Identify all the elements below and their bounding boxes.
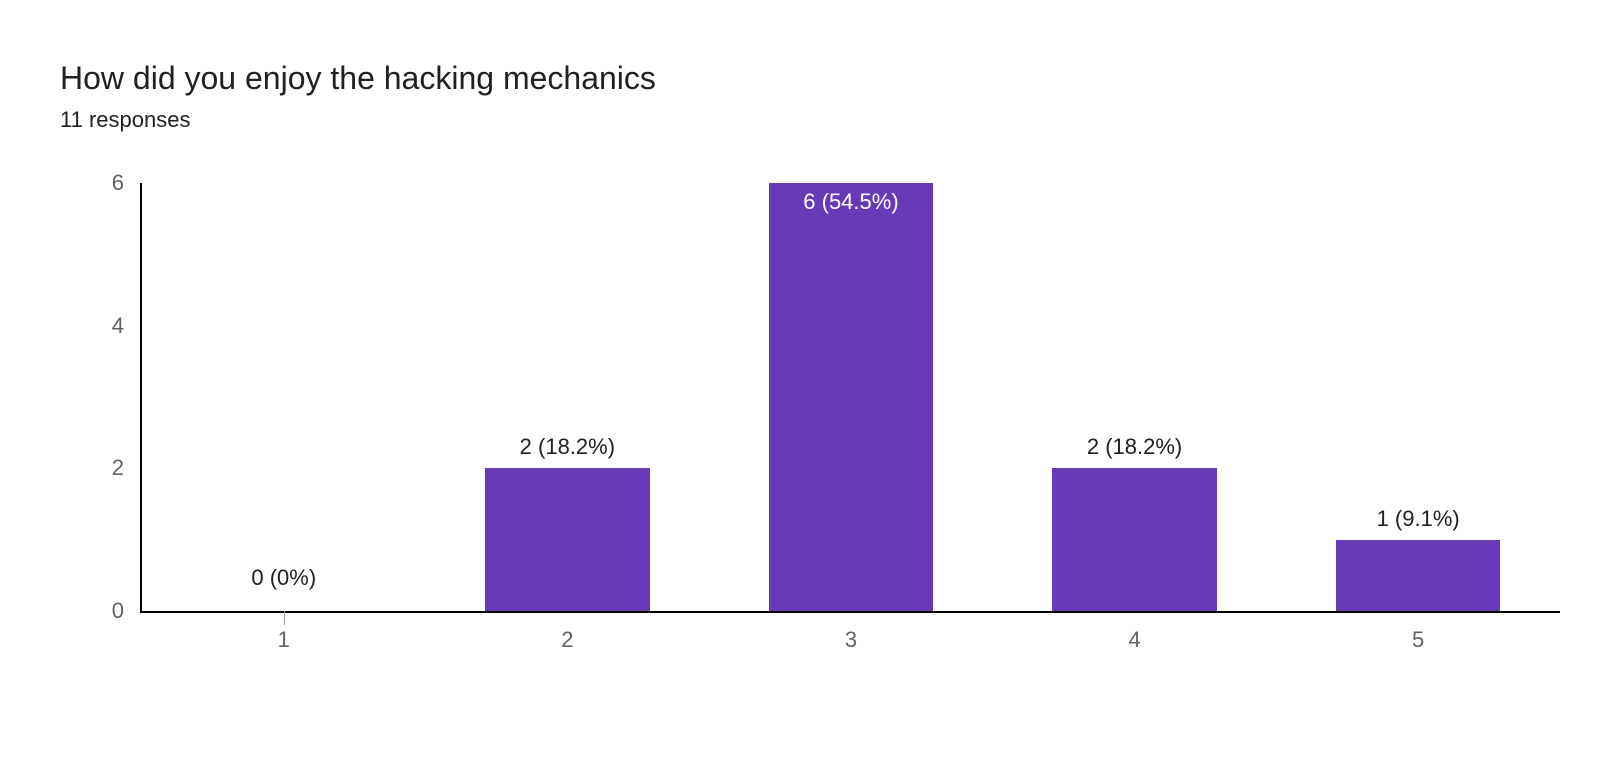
bars-group: 0 (0%)12 (18.2%)26 (54.5%)32 (18.2%)41 (… (142, 183, 1560, 611)
bar[interactable]: 6 (54.5%) (769, 183, 933, 611)
x-tick-label: 4 (1128, 627, 1140, 653)
x-tick-label: 3 (845, 627, 857, 653)
x-tick-label: 1 (278, 627, 290, 653)
bar-value-label: 0 (0%) (251, 565, 316, 591)
y-tick-label: 4 (112, 313, 142, 339)
x-tick-label: 5 (1412, 627, 1424, 653)
y-tick-label: 2 (112, 455, 142, 481)
zero-tick (284, 611, 285, 625)
bar[interactable]: 2 (18.2%) (1052, 468, 1216, 611)
bar-value-label: 2 (18.2%) (1087, 434, 1182, 460)
chart-title: How did you enjoy the hacking mechanics (60, 60, 1560, 97)
chart-subtitle: 11 responses (60, 107, 1560, 133)
bar[interactable]: 1 (9.1%) (1336, 540, 1500, 611)
y-tick-label: 0 (112, 598, 142, 624)
chart-wrap: 0 (0%)12 (18.2%)26 (54.5%)32 (18.2%)41 (… (80, 173, 1580, 673)
bar-slot: 0 (0%)1 (142, 183, 426, 611)
bar-slot: 6 (54.5%)3 (709, 183, 993, 611)
plot-area: 0 (0%)12 (18.2%)26 (54.5%)32 (18.2%)41 (… (140, 183, 1560, 613)
bar-slot: 2 (18.2%)4 (993, 183, 1277, 611)
y-tick-label: 6 (112, 170, 142, 196)
x-tick-label: 2 (561, 627, 573, 653)
bar-value-label: 1 (9.1%) (1377, 506, 1460, 532)
bar-slot: 2 (18.2%)2 (426, 183, 710, 611)
chart-container: How did you enjoy the hacking mechanics … (0, 0, 1600, 761)
bar-value-label: 6 (54.5%) (803, 189, 898, 215)
bar-slot: 1 (9.1%)5 (1276, 183, 1560, 611)
bar[interactable]: 2 (18.2%) (485, 468, 649, 611)
bar-value-label: 2 (18.2%) (520, 434, 615, 460)
